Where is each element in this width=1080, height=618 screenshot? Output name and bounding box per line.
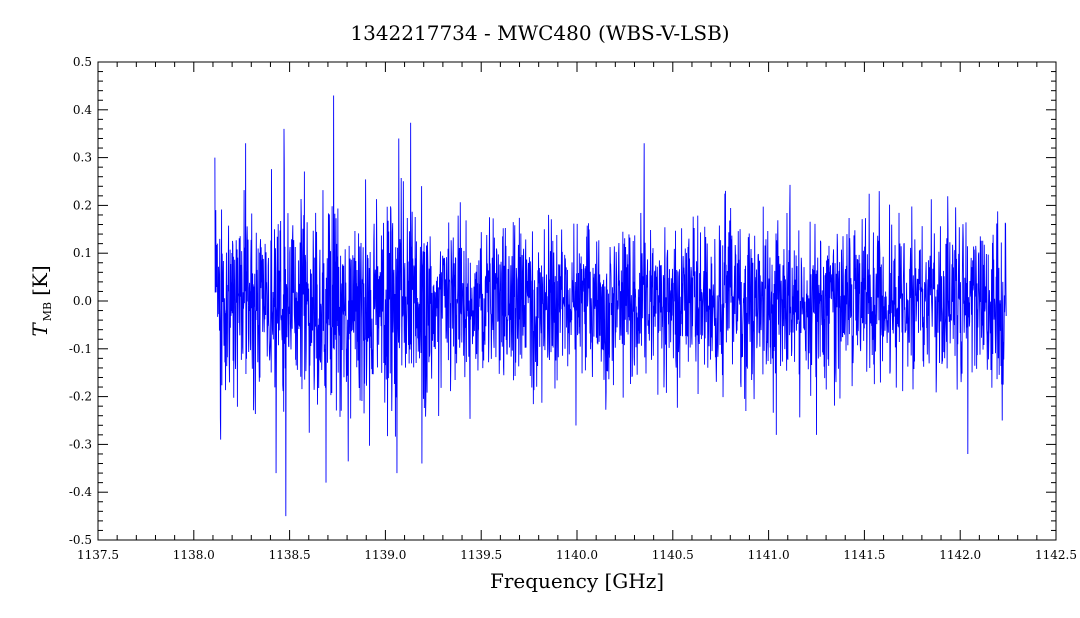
x-tick-label: 1141.0 [748,548,790,562]
y-tick-label: -0.4 [69,485,93,499]
x-tick-label: 1139.0 [364,548,406,562]
y-tick-label: 0.4 [73,103,92,117]
y-tick-label: -0.2 [69,390,92,404]
axes: 1137.5 1138.0 1138.5 1139.0 1139.5 1140.0 1140… [69,55,1077,562]
x-tick-label: 1142.0 [939,548,981,562]
x-tick-label: 1142.5 [1035,548,1077,562]
spectrum-line [214,95,1007,517]
y-tick-label: 0.5 [73,55,92,69]
y-tick-label: 0.0 [73,294,92,308]
y-axis-subscript: MB [41,302,54,321]
x-axis-label: Frequency [GHz] [490,569,664,593]
y-tick-label: -0.5 [69,533,92,547]
y-axis-label: TMB [K] [28,265,54,336]
x-tick-label: 1140.5 [652,548,694,562]
x-tick-label: 1140.0 [556,548,598,562]
x-tick-label: 1137.5 [77,548,119,562]
y-tick-label: -0.3 [69,437,92,451]
y-axis-unit: [K] [28,265,52,296]
plot-area [214,95,1007,517]
chart-title: 1342217734 - MWC480 (WBS-V-LSB) [350,21,729,45]
y-axis-symbol: T [28,322,52,337]
y-tick-label: 0.2 [73,198,92,212]
x-tick-label: 1139.5 [460,548,502,562]
x-tick-label: 1138.0 [173,548,215,562]
y-tick-label: 0.3 [73,151,92,165]
x-tick-label: 1141.5 [843,548,885,562]
x-tick-label: 1138.5 [269,548,311,562]
y-tick-label: -0.1 [69,342,92,356]
y-tick-label: 0.1 [73,246,92,260]
